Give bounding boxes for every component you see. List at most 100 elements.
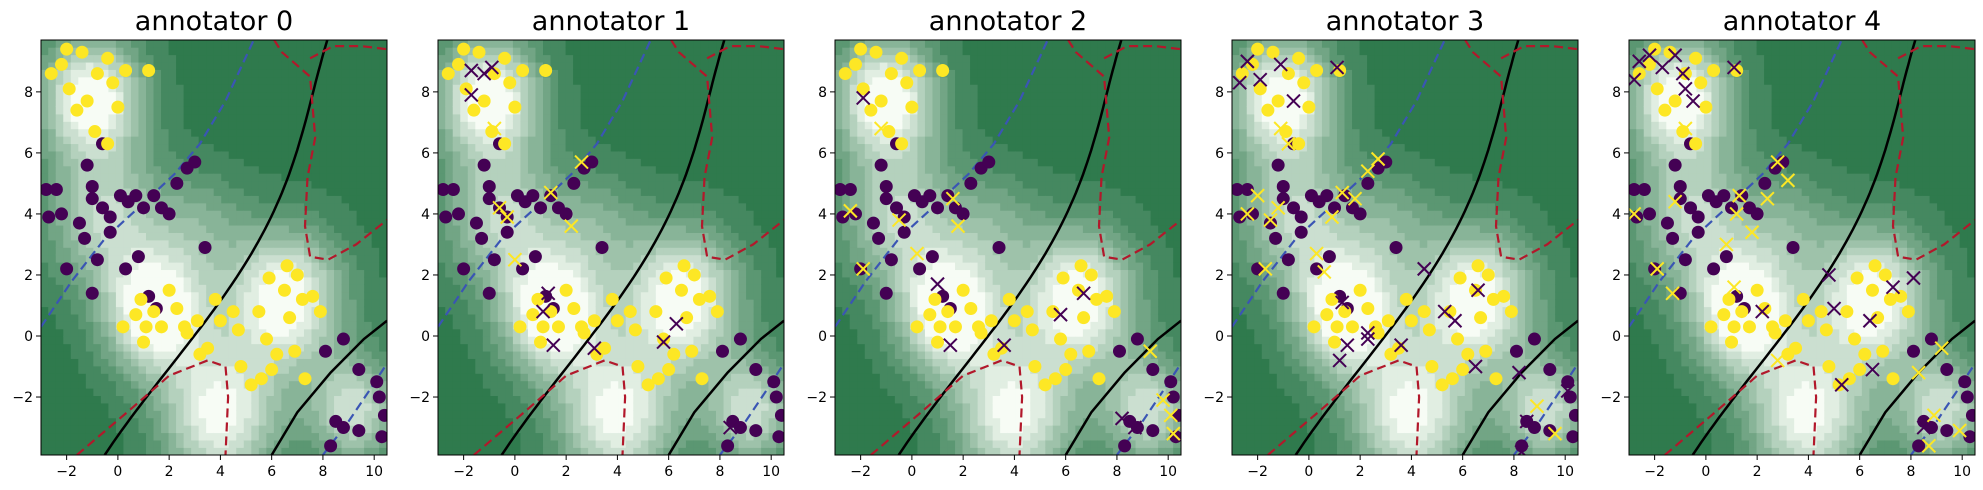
contour-cell — [700, 136, 710, 145]
contour-cell — [512, 173, 522, 182]
contour-cell — [633, 262, 642, 271]
contour-cell — [700, 417, 710, 426]
contour-cell — [558, 365, 567, 374]
contour-cell — [221, 380, 230, 389]
contour-cell — [700, 388, 710, 397]
contour-cell — [565, 262, 574, 271]
contour-cell — [633, 447, 642, 455]
contour-cell — [512, 410, 522, 419]
contour-cell — [633, 165, 642, 174]
contour-cell — [445, 224, 454, 233]
contour-cell — [625, 232, 634, 241]
contour-cell — [228, 121, 237, 130]
contour-cell — [251, 402, 260, 411]
contour-cell — [303, 380, 313, 389]
contour-cell — [334, 128, 343, 137]
contour-cell — [266, 84, 275, 93]
contour-cell — [48, 284, 57, 293]
contour-cell — [603, 47, 612, 56]
contour-cell — [236, 84, 245, 93]
point-class1 — [154, 320, 168, 334]
contour-cell — [349, 373, 358, 382]
contour-cell — [191, 136, 200, 145]
contour-cell — [497, 291, 506, 300]
contour-cell — [341, 98, 350, 107]
contour-cell — [130, 217, 140, 226]
contour-cell — [640, 136, 649, 145]
point-class1 — [252, 305, 266, 319]
contour-cell — [85, 276, 94, 285]
contour-cell — [161, 439, 170, 448]
contour-cell — [565, 106, 574, 115]
contour-cell — [618, 321, 627, 330]
contour-cell — [296, 380, 305, 389]
contour-cell — [251, 447, 260, 455]
contour-cell — [648, 165, 657, 174]
contour-cell — [520, 328, 529, 337]
contour-cell — [580, 239, 589, 248]
contour-cell — [505, 150, 514, 159]
contour-cell — [334, 136, 343, 145]
contour-cell — [445, 165, 454, 174]
contour-cell — [311, 425, 320, 434]
contour-cell — [460, 306, 469, 315]
contour-cell — [633, 410, 642, 419]
contour-cell — [738, 84, 747, 93]
contour-cell — [475, 150, 484, 159]
contour-cell — [565, 202, 574, 211]
contour-cell — [512, 425, 522, 434]
contour-cell — [475, 247, 484, 256]
contour-cell — [356, 173, 365, 182]
contour-cell — [490, 276, 499, 285]
point-class1 — [162, 283, 176, 297]
contour-cell — [648, 284, 657, 293]
contour-cell — [716, 136, 725, 145]
contour-cell — [258, 180, 267, 189]
contour-cell — [191, 262, 200, 271]
contour-cell — [206, 432, 215, 441]
contour-cell — [70, 91, 79, 100]
contour-cell — [311, 217, 320, 226]
contour-cell — [505, 306, 514, 315]
contour-cell — [153, 180, 162, 189]
point-class1 — [101, 137, 115, 151]
contour-cell — [640, 143, 649, 152]
contour-cell — [303, 143, 313, 152]
contour-cell — [115, 395, 125, 404]
contour-cell — [198, 84, 207, 93]
contour-cell — [452, 69, 461, 78]
contour-cell — [183, 98, 192, 107]
contour-cell — [505, 291, 514, 300]
contour-cell — [236, 106, 245, 115]
contour-cell — [115, 373, 125, 382]
contour-cell — [580, 224, 589, 233]
contour-cell — [655, 165, 664, 174]
contour-cell — [379, 173, 387, 182]
contour-cell — [603, 439, 612, 448]
contour-cell — [108, 425, 117, 434]
contour-cell — [311, 224, 320, 233]
contour-cell — [356, 54, 365, 63]
contour-cell — [693, 47, 702, 56]
contour-cell — [296, 173, 305, 182]
contour-cell — [78, 69, 87, 78]
contour-cell — [243, 299, 252, 308]
contour-cell — [678, 276, 687, 285]
contour-cell — [115, 84, 125, 93]
contour-cell — [640, 202, 649, 211]
contour-cell — [183, 313, 192, 322]
contour-cell — [723, 262, 732, 271]
contour-cell — [723, 91, 732, 100]
contour-cell — [738, 91, 747, 100]
contour-cell — [251, 269, 260, 278]
contour-cell — [138, 76, 147, 85]
contour-cell — [452, 224, 461, 233]
contour-cell — [438, 106, 446, 115]
contour-cell — [93, 247, 102, 256]
contour-cell — [655, 217, 664, 226]
contour-cell — [78, 365, 87, 374]
contour-cell — [364, 224, 373, 233]
contour-cell — [303, 328, 313, 337]
contour-cell — [326, 306, 335, 315]
contour-cell — [520, 410, 529, 419]
